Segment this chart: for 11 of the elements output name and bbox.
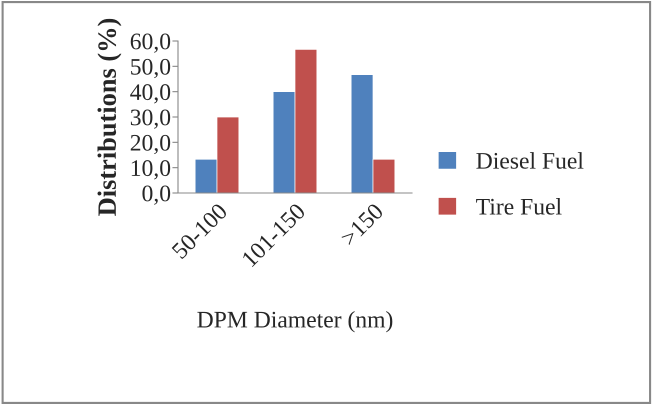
legend-label: Tire Fuel [476, 198, 562, 215]
y-tick-label: 10,0 [132, 160, 170, 180]
y-axis-title: Distributions (%) [97, 18, 122, 216]
y-tick-label: 30,0 [130, 109, 170, 129]
y-tick-label: 50,0 [131, 58, 170, 78]
y-tick-label: 20,0 [130, 134, 170, 154]
y-tick-label: 0,0 [142, 185, 170, 205]
y-tick-label: 60,0 [130, 33, 170, 53]
y-tick-label: 40,0 [130, 84, 170, 104]
legend-label: Diesel Fuel [476, 152, 584, 169]
x-axis-title: DPM Diameter (nm) [197, 311, 392, 332]
